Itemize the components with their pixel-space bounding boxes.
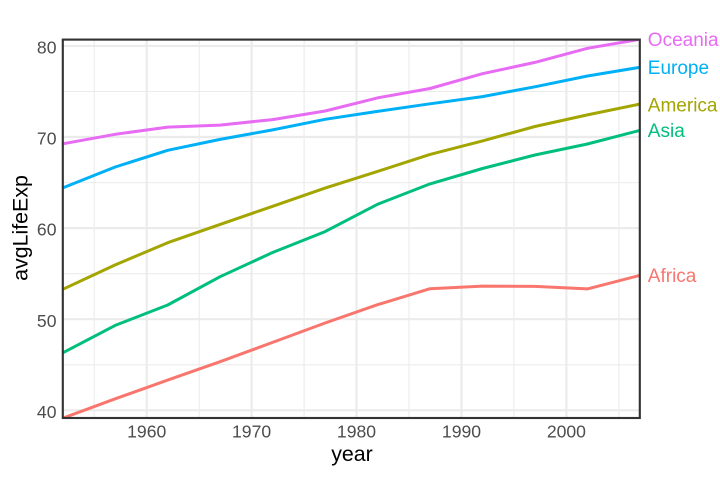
svg-text:50: 50 (37, 311, 57, 331)
svg-text:avgLifeExp: avgLifeExp (9, 175, 33, 281)
svg-text:40: 40 (37, 402, 57, 422)
svg-text:1990: 1990 (442, 422, 481, 442)
svg-text:1970: 1970 (232, 422, 271, 442)
svg-text:60: 60 (37, 220, 57, 240)
svg-text:80: 80 (37, 38, 57, 58)
svg-text:Oceania: Oceania (648, 30, 719, 51)
svg-text:year: year (331, 442, 373, 466)
svg-text:America: America (648, 96, 718, 117)
svg-text:70: 70 (37, 129, 57, 149)
svg-text:1980: 1980 (337, 422, 376, 442)
svg-text:Europe: Europe (648, 58, 709, 79)
svg-text:2000: 2000 (547, 422, 586, 442)
svg-text:Africa: Africa (648, 266, 697, 287)
svg-text:Asia: Asia (648, 121, 685, 142)
svg-text:1960: 1960 (127, 422, 166, 442)
